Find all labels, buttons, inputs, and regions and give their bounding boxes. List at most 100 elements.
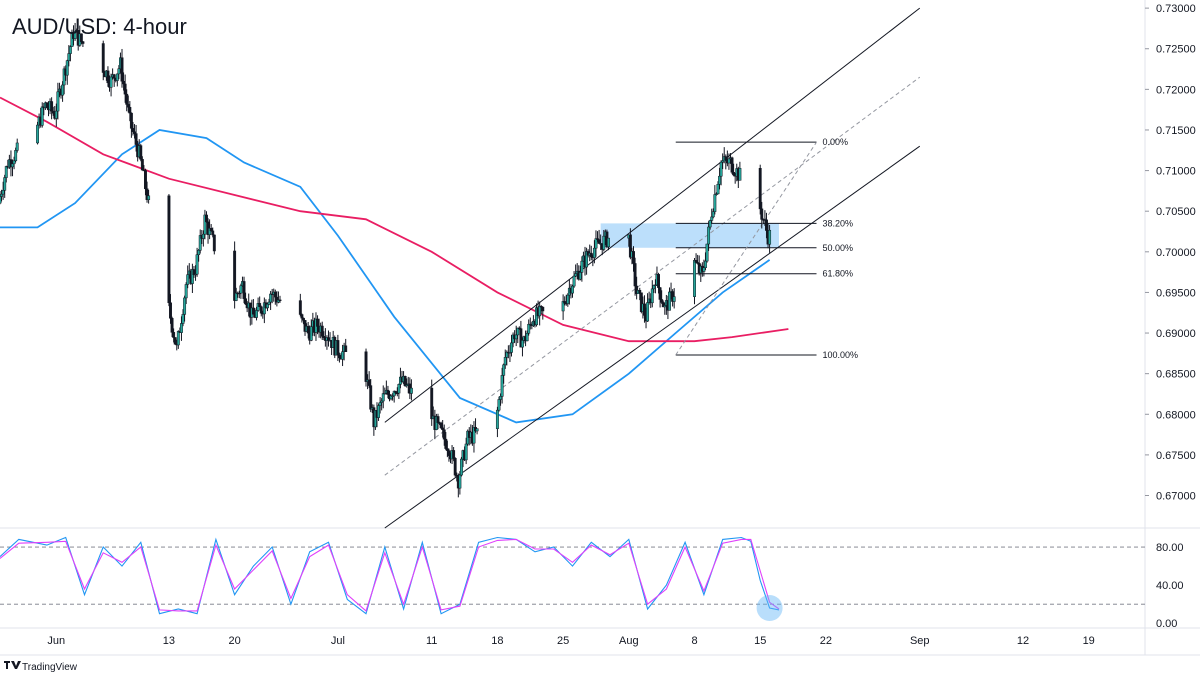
candlesticks (0, 22, 772, 498)
candle-bear (694, 260, 698, 263)
candle-bull (705, 243, 709, 262)
candle-bull (525, 333, 529, 342)
candle-bear (643, 303, 646, 316)
candle-bull (561, 301, 565, 312)
price-tick-label: 0.67000 (1156, 491, 1196, 503)
candle-bear (452, 450, 456, 459)
candle-bull (711, 211, 715, 218)
price-tick-label: 0.72500 (1156, 44, 1196, 56)
candle-bear (81, 41, 85, 44)
channel-lower-line (384, 145, 921, 529)
candle-bull (267, 301, 271, 305)
candle-bull (459, 458, 463, 476)
candle-bull (500, 375, 504, 397)
candle-bull (458, 474, 462, 489)
candle-bear (126, 104, 130, 108)
candle-bull (56, 91, 60, 112)
candle-bear (336, 340, 340, 356)
candle-bear (125, 93, 129, 105)
candle-bull (381, 393, 385, 402)
candle-bear (50, 101, 54, 112)
candle-bear (302, 317, 305, 321)
candle-bull (40, 106, 44, 126)
candle-bull (527, 323, 531, 334)
candle-bull (594, 238, 598, 249)
candle-bull (266, 303, 269, 309)
candle-bull (571, 285, 574, 294)
candle-bear (120, 57, 124, 82)
candle-bear (278, 299, 282, 301)
candle-bull (180, 323, 183, 333)
candle-bear (724, 156, 728, 161)
time-tick-label: 22 (820, 635, 832, 647)
candle-bull (602, 235, 606, 250)
time-tick-label: Aug (619, 635, 639, 647)
candle-bear (632, 251, 635, 264)
candle-bear (140, 159, 144, 171)
candle-bull (269, 293, 273, 303)
candle-bull (475, 428, 479, 432)
candle-bull (713, 194, 717, 212)
tradingview-logo-icon[interactable] (4, 661, 21, 669)
candle-bull (377, 405, 380, 418)
candle-bull (566, 294, 570, 304)
candle-bear (112, 74, 116, 79)
price-tick-label: 0.71500 (1156, 125, 1196, 137)
time-tick-label: 8 (691, 635, 697, 647)
candle-bear (597, 239, 601, 244)
candle-bear (633, 263, 637, 287)
candle-bear (258, 303, 262, 308)
candle-bear (306, 326, 310, 334)
candle-bear (337, 354, 341, 359)
candle-bear (101, 43, 105, 73)
candle-bull (147, 195, 151, 200)
candle-bull (719, 161, 723, 177)
candle-bear (635, 285, 639, 294)
price-axis[interactable]: 0.73000 0.72500 0.72000 0.71500 0.71000 0.705… (1145, 3, 1196, 503)
time-tick-label: 11 (426, 635, 437, 647)
candle-bear (436, 416, 440, 423)
candle-bear (444, 438, 448, 449)
candle-bull (472, 427, 476, 444)
time-axis[interactable]: Jun 13 20 Jul 11 18 25 Aug 8 15 22 Sep 12 19 (47, 635, 1094, 647)
candle-bull (580, 260, 584, 273)
channel-upper-line (384, 7, 921, 423)
candle-bear (658, 287, 662, 300)
candle-bull (0, 193, 4, 197)
time-tick-label: Jul (331, 635, 345, 647)
candle-bear (144, 170, 147, 190)
candle-bear (209, 228, 213, 232)
candle-bear (51, 110, 55, 114)
price-tick-label: 0.67500 (1156, 450, 1196, 462)
candle-bear (403, 376, 407, 386)
candle-bull (521, 340, 524, 348)
candle-bear (442, 429, 446, 440)
candle-bear (173, 337, 177, 345)
candle-bear (447, 450, 451, 456)
candle-bull (186, 274, 190, 285)
candle-bull (710, 216, 714, 221)
time-tick-label: 20 (229, 635, 241, 647)
candle-bull (693, 260, 696, 297)
time-tick-label: 25 (557, 635, 569, 647)
candle-bear (732, 172, 736, 176)
candle-bull (672, 296, 676, 302)
brand-label[interactable]: TradingView (22, 662, 78, 673)
candle-bull (115, 73, 119, 81)
candle-bear (453, 458, 457, 476)
candle-bear (430, 387, 434, 420)
price-tick-label: 0.70000 (1156, 247, 1196, 259)
candle-bear (327, 337, 330, 341)
candle-bull (607, 237, 610, 248)
slow-moving-average-line (0, 96, 789, 343)
candle-bull (201, 233, 205, 239)
candle-bear (133, 131, 136, 134)
candle-bear (657, 274, 660, 288)
time-tick-label: 13 (163, 635, 175, 647)
candle-bull (176, 331, 180, 346)
candle-bull (65, 60, 69, 76)
candle-bear (251, 307, 255, 315)
candle-bull (3, 177, 7, 191)
stochastic-panel: 80.00 40.00 0.00 (0, 536, 1184, 630)
